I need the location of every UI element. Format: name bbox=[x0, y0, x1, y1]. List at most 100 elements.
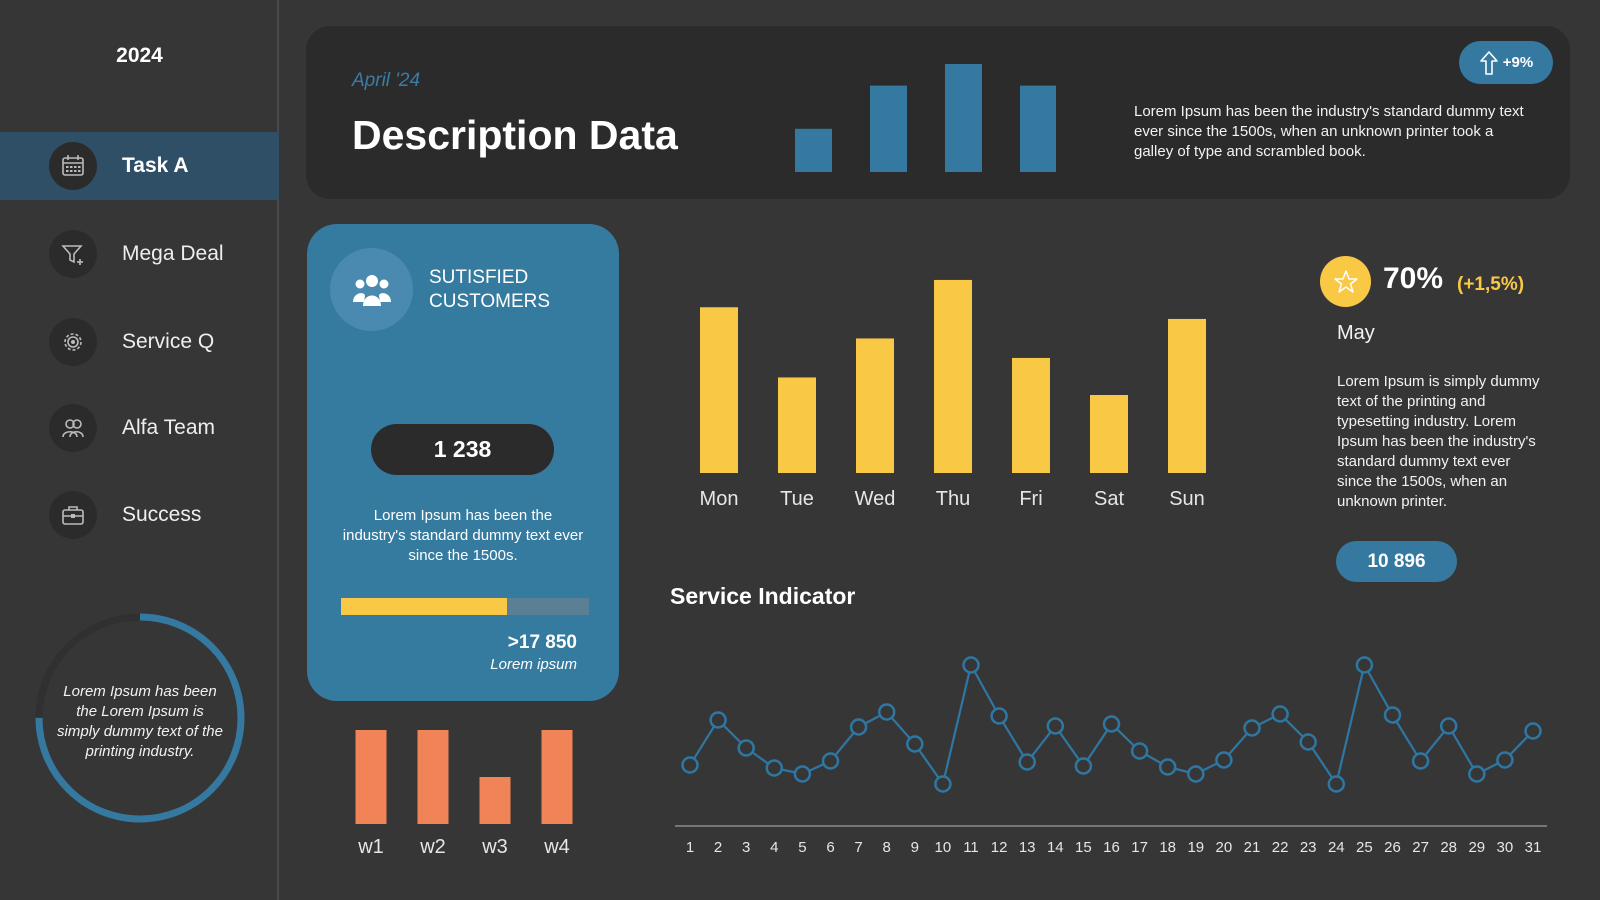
data-point bbox=[1439, 717, 1458, 735]
data-point bbox=[1046, 717, 1065, 735]
stat-pill: 10 896 bbox=[1336, 541, 1457, 582]
chart-tick-label: Sat bbox=[1094, 488, 1124, 510]
sidebar-item-label: Success bbox=[122, 503, 202, 526]
chart-tick-label: 8 bbox=[883, 839, 891, 856]
arrow-up-icon bbox=[1479, 50, 1498, 75]
chart-bar bbox=[1168, 318, 1206, 473]
header-bar-chart bbox=[795, 64, 1056, 172]
customers-total: >17 850 bbox=[507, 632, 577, 653]
chart-tick-label: 31 bbox=[1525, 839, 1542, 856]
customers-progress-bar bbox=[341, 598, 589, 615]
sidebar-item-service-q[interactable]: Service Q bbox=[0, 308, 279, 376]
sidebar-item-label: Alfa Team bbox=[122, 416, 215, 439]
chart-tick-label: 1 bbox=[686, 839, 694, 856]
chart-bar bbox=[870, 85, 907, 172]
chart-tick-label: Thu bbox=[936, 488, 970, 510]
data-point bbox=[990, 707, 1008, 725]
data-point bbox=[962, 656, 980, 674]
chart-tick-label: 13 bbox=[1019, 839, 1036, 856]
year-label: 2024 bbox=[116, 44, 163, 67]
data-point bbox=[1355, 656, 1374, 674]
gear-icon bbox=[49, 318, 97, 366]
service-indicator-title: Service Indicator bbox=[670, 583, 856, 609]
weekly-bar-chart: w1 w2 w3 w4 bbox=[355, 730, 573, 858]
chart-bar bbox=[417, 730, 449, 824]
chart-tick-label: 6 bbox=[826, 839, 834, 856]
sidebar-item-task-a[interactable]: Task A bbox=[0, 132, 279, 200]
data-point bbox=[765, 759, 784, 777]
stat-month: May bbox=[1337, 322, 1375, 344]
data-point bbox=[1383, 706, 1402, 724]
chart-bar bbox=[700, 307, 738, 473]
growth-badge-label: +9% bbox=[1502, 54, 1534, 71]
data-point bbox=[1102, 715, 1121, 733]
chart-bar bbox=[355, 730, 387, 824]
data-point bbox=[1243, 719, 1261, 737]
stat-description: Lorem Ipsum is simply dummy text of the … bbox=[1337, 373, 1540, 510]
chart-bar bbox=[541, 730, 573, 824]
chart-tick-label: 11 bbox=[963, 839, 979, 856]
chart-bar bbox=[479, 777, 511, 824]
chart-bar bbox=[1020, 85, 1056, 172]
briefcase-icon bbox=[49, 491, 97, 539]
data-point bbox=[1187, 765, 1205, 783]
data-point bbox=[1271, 705, 1289, 723]
header-date: April '24 bbox=[352, 70, 421, 91]
data-point bbox=[1468, 765, 1486, 783]
chart-bar bbox=[945, 64, 982, 172]
daily-bar-chart: Mon Tue Wed Thu Fri Sat Sun bbox=[700, 279, 1206, 510]
chart-tick-label: 21 bbox=[1244, 839, 1261, 856]
chart-tick-label: 2 bbox=[714, 839, 722, 856]
sidebar-item-alfa-team[interactable]: Alfa Team bbox=[0, 394, 279, 462]
data-point bbox=[1496, 751, 1514, 769]
chart-tick-label: 28 bbox=[1440, 839, 1457, 856]
progress-ring bbox=[35, 613, 245, 823]
sidebar-item-success[interactable]: Success bbox=[0, 481, 279, 549]
sidebar-item-label: Task A bbox=[122, 154, 189, 177]
chart-tick-label: 23 bbox=[1300, 839, 1317, 856]
chart-tick-label: 3 bbox=[742, 839, 750, 856]
chart-tick-label: 18 bbox=[1159, 839, 1176, 856]
chart-bar bbox=[934, 279, 972, 473]
chart-tick-label: 30 bbox=[1497, 839, 1514, 856]
chart-tick-label: Tue bbox=[780, 488, 814, 510]
sidebar-item-label: Mega Deal bbox=[122, 242, 224, 265]
data-point bbox=[793, 765, 812, 783]
chart-tick-label: 22 bbox=[1272, 839, 1289, 856]
chart-tick-label: 15 bbox=[1075, 839, 1092, 856]
header-description: Lorem Ipsum has been the industry's stan… bbox=[1134, 103, 1524, 160]
chart-bar bbox=[1090, 395, 1128, 473]
page-title: Description Data bbox=[352, 112, 678, 158]
chart-tick-label: w2 bbox=[419, 836, 446, 858]
data-point bbox=[1299, 733, 1317, 751]
chart-tick-label: 26 bbox=[1384, 839, 1401, 856]
customers-progress-fill bbox=[341, 598, 508, 615]
chart-bar bbox=[778, 377, 816, 473]
sidebar-item-mega-deal[interactable]: Mega Deal bbox=[0, 220, 279, 288]
chart-tick-label: w4 bbox=[543, 836, 570, 858]
data-point bbox=[1074, 757, 1093, 775]
data-point bbox=[1158, 758, 1177, 776]
growth-badge: +9% bbox=[1459, 41, 1553, 84]
chart-tick-label: Wed bbox=[855, 488, 896, 510]
chart-tick-label: 20 bbox=[1216, 839, 1233, 856]
data-point bbox=[1018, 753, 1036, 771]
data-point bbox=[849, 718, 868, 736]
data-point bbox=[906, 735, 924, 753]
team-icon bbox=[49, 404, 97, 452]
chart-bar bbox=[856, 338, 894, 473]
chart-tick-label: 17 bbox=[1131, 839, 1148, 856]
chart-tick-label: 27 bbox=[1412, 839, 1429, 856]
customers-count: 1 238 bbox=[371, 424, 554, 475]
funnel-icon bbox=[49, 230, 97, 278]
calendar-icon bbox=[49, 142, 97, 190]
chart-tick-label: Fri bbox=[1019, 488, 1042, 510]
data-point bbox=[1215, 751, 1233, 769]
chart-tick-label: w3 bbox=[481, 836, 508, 858]
chart-tick-label: Mon bbox=[700, 488, 739, 510]
data-point bbox=[1411, 752, 1430, 770]
chart-tick-label: 4 bbox=[770, 839, 778, 856]
customers-total-label: Lorem ipsum bbox=[490, 656, 577, 673]
chart-tick-label: 19 bbox=[1187, 839, 1204, 856]
stat-percent: 70% bbox=[1383, 262, 1444, 295]
